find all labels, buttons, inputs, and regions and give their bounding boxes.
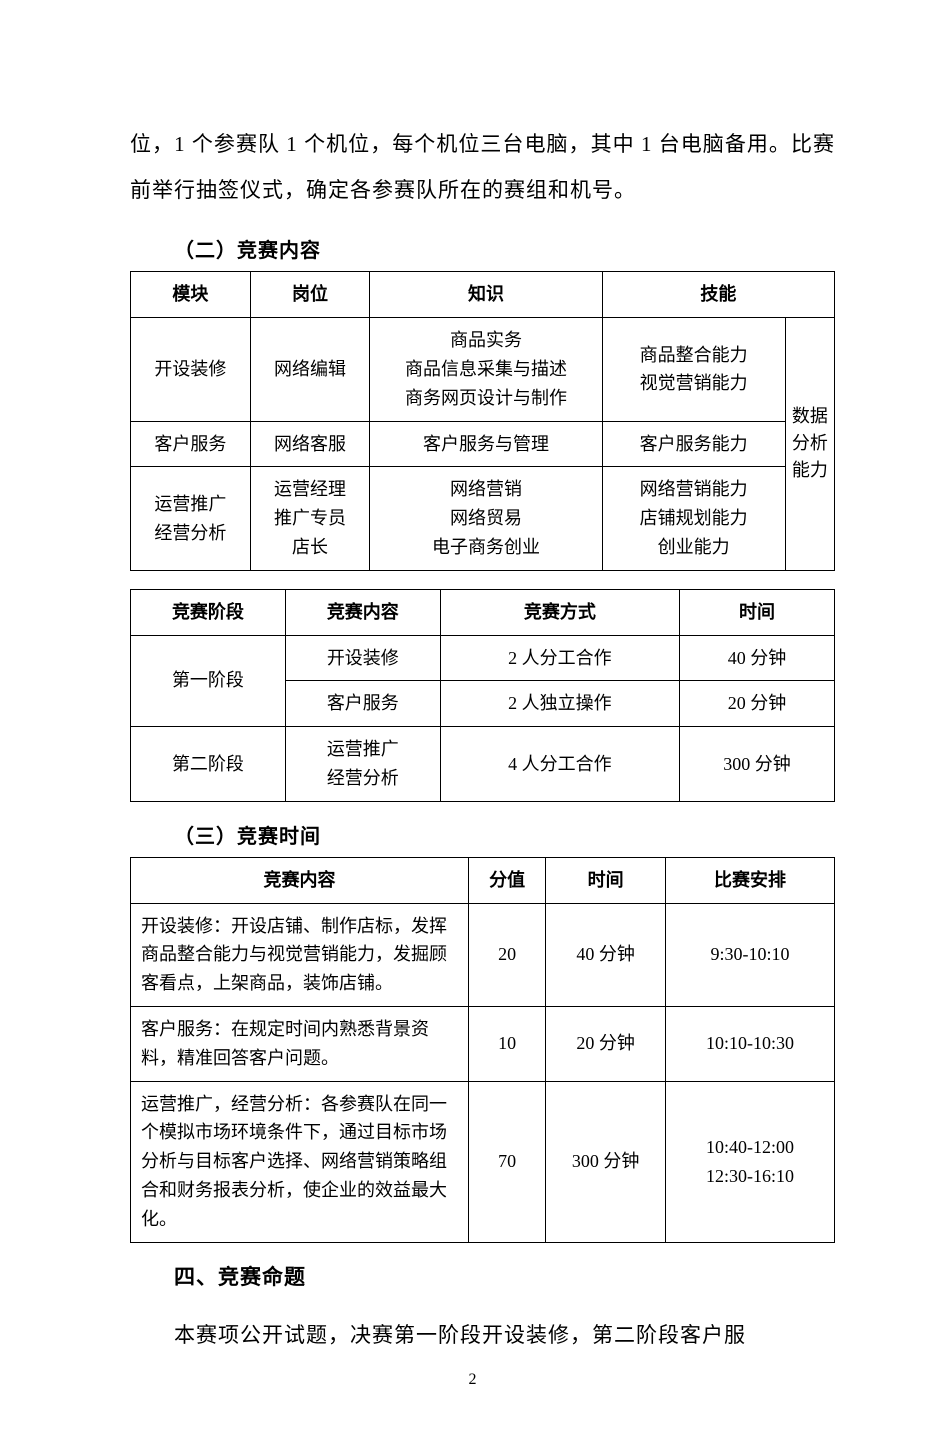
section-4-heading: 四、竞赛命题 <box>174 1261 835 1291</box>
cell-time: 20 分钟 <box>680 681 835 727</box>
col-schedule: 比赛安排 <box>666 857 835 903</box>
cell-mode: 2 人独立操作 <box>440 681 679 727</box>
col-time: 时间 <box>546 857 666 903</box>
col-module: 模块 <box>131 272 251 318</box>
col-mode: 竞赛方式 <box>440 589 679 635</box>
table-row: 运营推广经营分析 运营经理推广专员店长 网络营销网络贸易电子商务创业 网络营销能… <box>131 467 835 570</box>
cell-schedule: 10:10-10:30 <box>666 1006 835 1081</box>
cell-content: 开设装修：开设店铺、制作店标，发挥商品整合能力与视觉营销能力，发掘顾客看点，上架… <box>131 903 469 1006</box>
intro-paragraph: 位，1 个参赛队 1 个机位，每个机位三台电脑，其中 1 台电脑备用。比赛前举行… <box>130 121 835 213</box>
table-row: 客户服务：在规定时间内熟悉背景资料，精准回答客户问题。 10 20 分钟 10:… <box>131 1006 835 1081</box>
cell-stage: 第一阶段 <box>131 635 286 727</box>
cell-skill: 客户服务能力 <box>602 421 785 467</box>
col-score: 分值 <box>468 857 545 903</box>
cell-schedule: 9:30-10:10 <box>666 903 835 1006</box>
cell-post: 网络编辑 <box>250 318 370 421</box>
col-content: 竞赛内容 <box>131 857 469 903</box>
cell-module: 开设装修 <box>131 318 251 421</box>
section-2-heading: （二）竞赛内容 <box>174 234 835 263</box>
cell-post: 运营经理推广专员店长 <box>250 467 370 570</box>
table-row: 第一阶段 开设装修 2 人分工合作 40 分钟 <box>131 635 835 681</box>
col-content: 竞赛内容 <box>285 589 440 635</box>
table-header-row: 竞赛内容 分值 时间 比赛安排 <box>131 857 835 903</box>
cell-content: 运营推广，经营分析：各参赛队在同一个模拟市场环境条件下，通过目标市场分析与目标客… <box>131 1081 469 1242</box>
cell-time: 40 分钟 <box>546 903 666 1006</box>
closing-paragraph: 本赛项公开试题，决赛第一阶段开设装修，第二阶段客户服 <box>130 1312 835 1358</box>
cell-time: 300 分钟 <box>680 727 835 802</box>
cell-stage: 第二阶段 <box>131 727 286 802</box>
col-stage: 竞赛阶段 <box>131 589 286 635</box>
table-header-row: 竞赛阶段 竞赛内容 竞赛方式 时间 <box>131 589 835 635</box>
cell-knowledge: 商品实务商品信息采集与描述商务网页设计与制作 <box>370 318 602 421</box>
cell-post: 网络客服 <box>250 421 370 467</box>
cell-merged-skill: 数据分析能力 <box>785 318 834 571</box>
col-time: 时间 <box>680 589 835 635</box>
cell-score: 70 <box>468 1081 545 1242</box>
cell-time: 40 分钟 <box>680 635 835 681</box>
cell-mode: 2 人分工合作 <box>440 635 679 681</box>
cell-module: 运营推广经营分析 <box>131 467 251 570</box>
table-row: 第二阶段 运营推广经营分析 4 人分工合作 300 分钟 <box>131 727 835 802</box>
table-competition-time: 竞赛内容 分值 时间 比赛安排 开设装修：开设店铺、制作店标，发挥商品整合能力与… <box>130 857 835 1243</box>
table-competition-stages: 竞赛阶段 竞赛内容 竞赛方式 时间 第一阶段 开设装修 2 人分工合作 40 分… <box>130 589 835 802</box>
cell-score: 10 <box>468 1006 545 1081</box>
cell-score: 20 <box>468 903 545 1006</box>
table-row: 运营推广，经营分析：各参赛队在同一个模拟市场环境条件下，通过目标市场分析与目标客… <box>131 1081 835 1242</box>
table-header-row: 模块 岗位 知识 技能 <box>131 272 835 318</box>
table-competition-content: 模块 岗位 知识 技能 开设装修 网络编辑 商品实务商品信息采集与描述商务网页设… <box>130 271 835 570</box>
cell-skill: 商品整合能力视觉营销能力 <box>602 318 785 421</box>
cell-content: 客户服务：在规定时间内熟悉背景资料，精准回答客户问题。 <box>131 1006 469 1081</box>
col-skill: 技能 <box>602 272 834 318</box>
cell-content: 运营推广经营分析 <box>285 727 440 802</box>
section-3-heading: （三）竞赛时间 <box>174 820 835 849</box>
page-number: 2 <box>0 1371 945 1389</box>
cell-content: 开设装修 <box>285 635 440 681</box>
cell-time: 20 分钟 <box>546 1006 666 1081</box>
col-post: 岗位 <box>250 272 370 318</box>
cell-skill: 网络营销能力店铺规划能力创业能力 <box>602 467 785 570</box>
cell-content: 客户服务 <box>285 681 440 727</box>
table-row: 开设装修 网络编辑 商品实务商品信息采集与描述商务网页设计与制作 商品整合能力视… <box>131 318 835 421</box>
cell-mode: 4 人分工合作 <box>440 727 679 802</box>
cell-time: 300 分钟 <box>546 1081 666 1242</box>
cell-knowledge: 客户服务与管理 <box>370 421 602 467</box>
document-page: 位，1 个参赛队 1 个机位，每个机位三台电脑，其中 1 台电脑备用。比赛前举行… <box>0 0 945 1439</box>
table-row: 开设装修：开设店铺、制作店标，发挥商品整合能力与视觉营销能力，发掘顾客看点，上架… <box>131 903 835 1006</box>
table-row: 客户服务 网络客服 客户服务与管理 客户服务能力 <box>131 421 835 467</box>
cell-module: 客户服务 <box>131 421 251 467</box>
col-knowledge: 知识 <box>370 272 602 318</box>
cell-knowledge: 网络营销网络贸易电子商务创业 <box>370 467 602 570</box>
cell-schedule: 10:40-12:0012:30-16:10 <box>666 1081 835 1242</box>
